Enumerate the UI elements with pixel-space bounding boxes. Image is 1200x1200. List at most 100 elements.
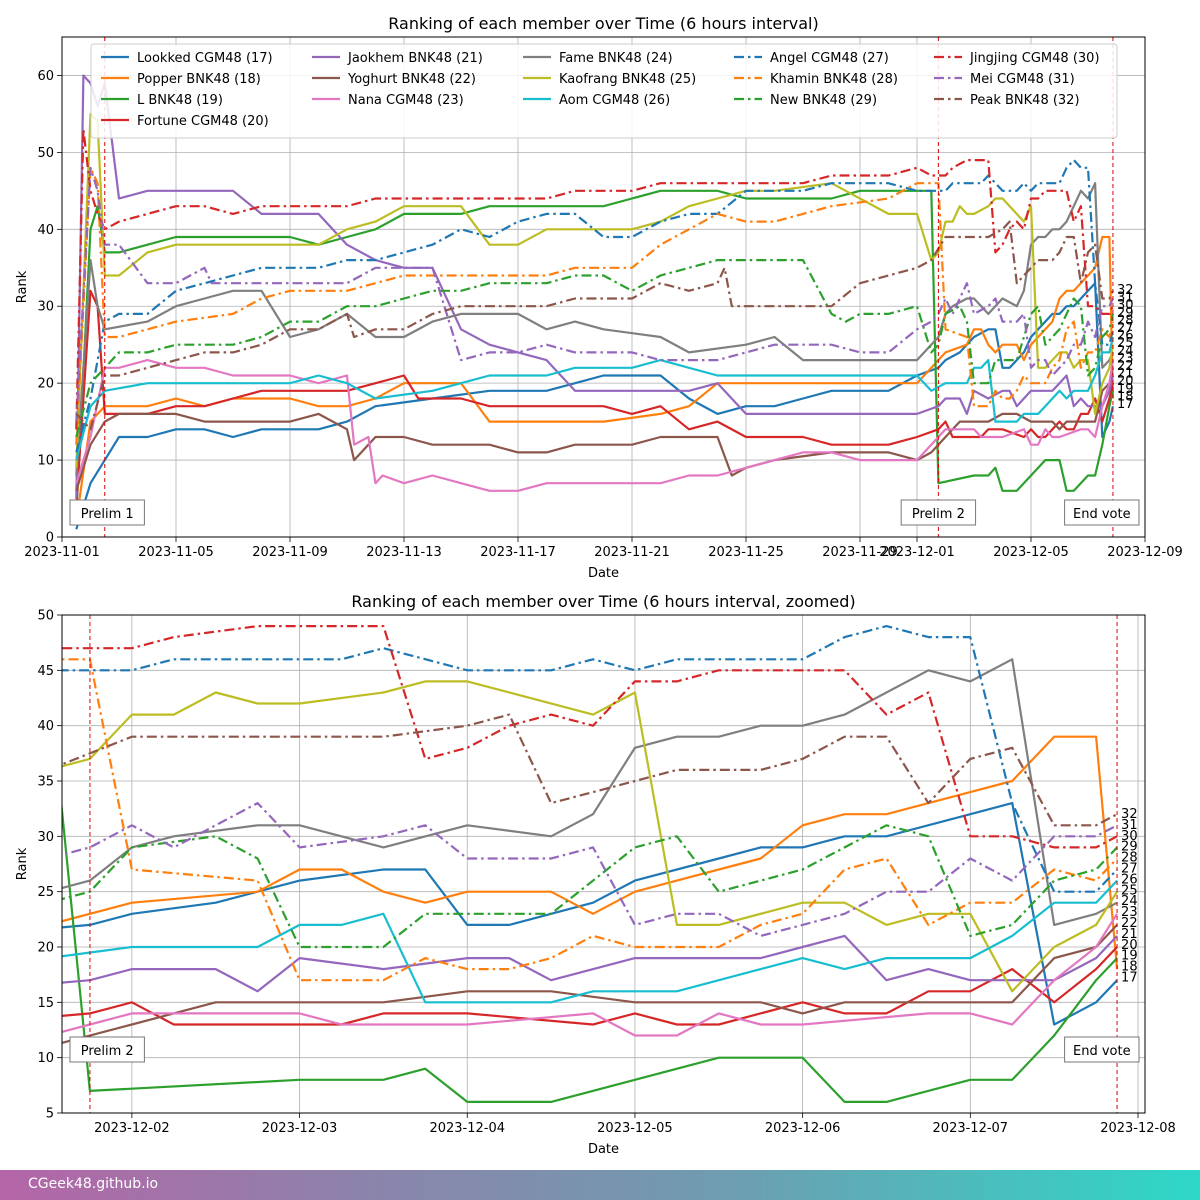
footer-link[interactable]: CGeek48.github.io	[28, 1176, 159, 1192]
x-tick-label: 2023-12-03	[262, 1121, 338, 1136]
end-rank-label: 27	[1121, 862, 1138, 877]
series-line	[75, 128, 1114, 430]
chart-title: Ranking of each member over Time (6 hour…	[388, 14, 819, 33]
end-rank-label: 30	[1121, 829, 1138, 844]
series-line	[75, 159, 1114, 453]
end-rank-label: 31	[1121, 818, 1138, 833]
y-tick-label: 40	[37, 223, 54, 238]
x-tick-label: 2023-11-09	[252, 545, 328, 560]
y-tick-label: 25	[37, 885, 54, 900]
x-axis-label: Date	[588, 1142, 619, 1157]
series-line	[75, 367, 1114, 492]
event-label-box	[1064, 499, 1140, 526]
legend-entry: New BNK48 (29)	[770, 93, 877, 108]
event-label: End vote	[1073, 507, 1131, 522]
y-tick-label: 30	[37, 300, 54, 315]
series-line	[62, 735, 1119, 970]
x-tick-label: 2023-11-25	[708, 545, 784, 560]
end-rank-label: 17	[1121, 971, 1138, 986]
series-line	[75, 189, 1114, 514]
series-line	[75, 182, 1114, 476]
x-tick-label: 2023-11-21	[594, 545, 670, 560]
end-rank-label: 18	[1117, 389, 1134, 404]
x-tick-label: 2023-11-29	[822, 545, 898, 560]
end-rank-label: 26	[1121, 872, 1138, 887]
chart-title: Ranking of each member over Time (6 hour…	[351, 592, 855, 611]
event-label-box	[1064, 1036, 1140, 1063]
series-line	[62, 680, 1119, 993]
end-rank-label: 19	[1121, 949, 1138, 964]
series-line	[62, 924, 1118, 1045]
end-rank-label: 18	[1121, 960, 1138, 975]
event-label-box	[900, 499, 977, 526]
x-tick-label: 2023-12-06	[765, 1121, 841, 1136]
end-rank-label: 25	[1121, 883, 1138, 898]
series-line	[62, 913, 1119, 1037]
x-tick-label: 2023-12-08	[1100, 1121, 1176, 1136]
series-line	[62, 713, 1118, 827]
y-tick-label: 45	[37, 664, 54, 679]
series-line	[62, 658, 1118, 927]
series-group	[62, 624, 1119, 1104]
chart-canvas: 2023-11-01 2023-11-05 2023-11-09 2023-11-13…	[15, 14, 1183, 1157]
end-rank-label: 22	[1117, 359, 1134, 374]
end-rank-label: 20	[1117, 374, 1134, 389]
series-line	[62, 946, 1118, 1026]
end-rank-label: 17	[1117, 397, 1134, 412]
end-rank-label: 27	[1117, 321, 1134, 336]
chart-2: 2023-12-02 2023-12-03 2023-12-04 2023-12-05…	[15, 592, 1176, 1157]
x-tick-label: 2023-12-01	[879, 545, 955, 560]
end-rank-label: 22	[1121, 916, 1138, 931]
series-line	[75, 74, 1114, 499]
legend-entry: Nana CGM48 (23)	[348, 93, 464, 108]
y-tick-label: 10	[37, 1051, 54, 1066]
series-line	[75, 166, 1114, 422]
event-label: Prelim 2	[81, 1044, 134, 1059]
end-rank-label: 30	[1117, 298, 1134, 313]
end-rank-label: 32	[1117, 283, 1134, 298]
series-line	[75, 289, 1114, 507]
end-rank-label: 21	[1121, 927, 1138, 942]
end-rank-label: 24	[1117, 344, 1134, 359]
series-line	[75, 282, 1114, 530]
legend-entry: Peak BNK48 (32)	[970, 93, 1080, 108]
y-tick-label: 50	[37, 609, 54, 624]
end-rank-label: 31	[1117, 291, 1134, 306]
legend-entry: Mei CGM48 (31)	[970, 72, 1075, 87]
end-rank-label: 28	[1117, 313, 1134, 328]
legend-box	[90, 43, 1118, 139]
legend-entry: Khamin BNK48 (28)	[770, 72, 898, 87]
series-line	[75, 235, 1114, 522]
y-tick-label: 30	[37, 830, 54, 845]
y-tick-label: 0	[46, 531, 54, 546]
charts-area: 2023-11-01 2023-11-05 2023-11-09 2023-11-13…	[15, 14, 1183, 1157]
legend-entry: L BNK48 (19)	[137, 93, 223, 108]
x-tick-label: 2023-12-09	[1107, 545, 1183, 560]
event-label: Prelim 1	[81, 507, 134, 522]
series-line	[62, 624, 1118, 893]
series-line	[62, 801, 1118, 938]
y-tick-label: 5	[46, 1107, 54, 1122]
end-rank-label: 32	[1121, 807, 1138, 822]
end-rank-label: 26	[1117, 329, 1134, 344]
y-axis-label: Rank	[15, 270, 30, 303]
legend-entry: Kaofrang BNK48 (25)	[559, 72, 696, 87]
y-tick-label: 20	[37, 377, 54, 392]
event-label: Prelim 2	[912, 507, 965, 522]
x-tick-label: 2023-11-05	[138, 545, 214, 560]
legend-entry: Fortune CGM48 (20)	[137, 114, 269, 129]
series-line	[62, 934, 1118, 993]
end-rank-label: 23	[1117, 351, 1134, 366]
series-line	[62, 624, 1118, 849]
x-tick-label: 2023-11-17	[480, 545, 556, 560]
series-line	[75, 259, 1114, 438]
series-line	[75, 220, 1114, 431]
legend-entry: Popper BNK48 (18)	[137, 72, 261, 87]
x-axis-label: Date	[588, 566, 619, 581]
x-tick-label: 2023-12-04	[429, 1121, 505, 1136]
end-rank-label: 20	[1121, 938, 1138, 953]
series-line	[75, 359, 1114, 492]
legend-entry: Jaokhem BNK48 (21)	[347, 51, 483, 66]
y-axis-label: Rank	[15, 847, 30, 880]
legend-entry: Jingjing CGM48 (30)	[969, 51, 1100, 66]
